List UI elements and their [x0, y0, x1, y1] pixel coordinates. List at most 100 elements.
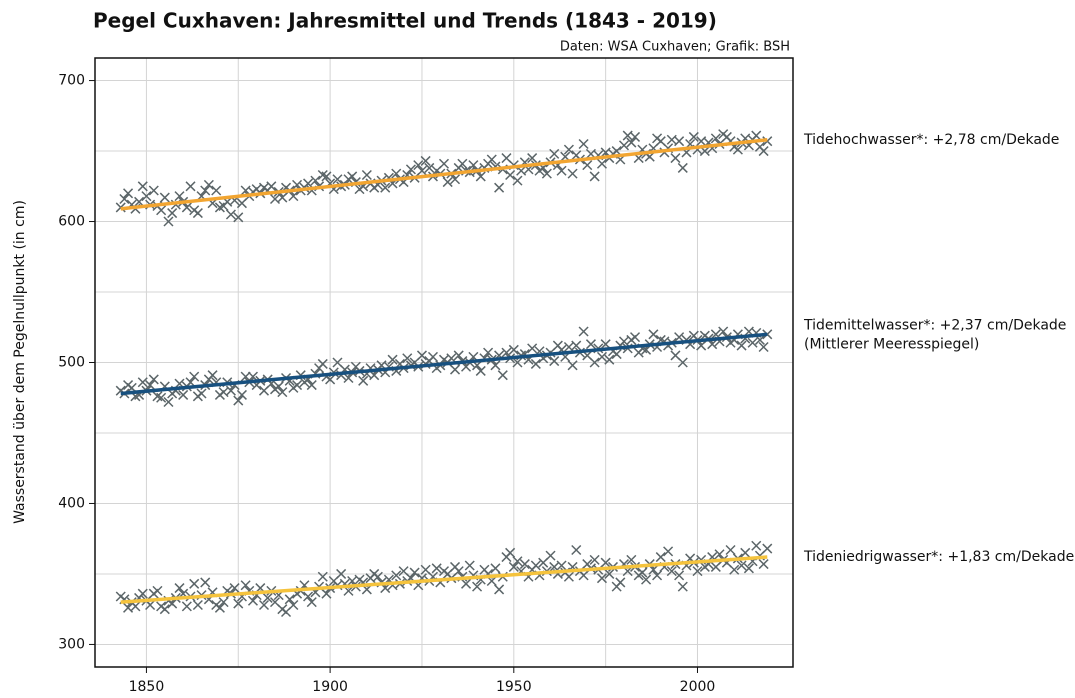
marker-stroke: [604, 568, 615, 579]
data-point: [233, 598, 244, 609]
data-point: [762, 543, 773, 554]
marker-stroke: [475, 171, 486, 182]
marker-stroke: [512, 175, 523, 186]
marker-stroke: [192, 599, 203, 611]
data-point: [310, 175, 321, 186]
data-point: [159, 604, 170, 615]
data-point: [512, 357, 523, 368]
marker-stroke: [578, 138, 589, 150]
data-point: [670, 153, 681, 164]
data-point: [148, 374, 159, 385]
data-point: [596, 351, 607, 362]
data-point: [181, 601, 192, 612]
marker-stroke: [141, 191, 152, 202]
marker-stroke: [453, 566, 464, 577]
marker-stroke: [571, 544, 582, 556]
marker-stroke: [725, 544, 736, 556]
data-point: [405, 164, 416, 175]
data-point: [718, 326, 729, 337]
data-point: [225, 209, 236, 220]
marker-stroke: [556, 165, 567, 176]
data-point: [137, 377, 148, 388]
marker-stroke: [269, 597, 281, 608]
marker-stroke: [655, 136, 666, 147]
data-point: [303, 178, 314, 189]
marker-stroke: [615, 577, 626, 588]
data-point: [641, 574, 652, 585]
marker-stroke: [732, 144, 743, 155]
marker-stroke: [740, 547, 751, 558]
data-point: [409, 567, 420, 578]
marker-stroke: [648, 329, 659, 340]
data-point: [600, 557, 611, 568]
marker-stroke: [652, 570, 663, 581]
marker-stroke: [145, 599, 156, 611]
marker-stroke: [497, 370, 508, 381]
data-point: [630, 332, 641, 343]
series-label: Tidehochwasser*: +2,78 cm/Dekade: [803, 132, 1059, 148]
marker-stroke: [303, 178, 314, 189]
data-point: [130, 601, 141, 612]
marker-stroke: [641, 574, 652, 585]
marker-stroke: [560, 151, 571, 162]
data-point: [611, 349, 622, 360]
marker-stroke: [758, 146, 769, 157]
marker-stroke: [747, 337, 758, 348]
marker-stroke: [688, 131, 699, 142]
marker-stroke: [736, 560, 747, 571]
data-point: [424, 162, 435, 173]
data-point: [563, 144, 574, 155]
data-point: [416, 350, 427, 361]
marker-stroke: [582, 350, 593, 361]
marker-stroke: [596, 573, 607, 584]
marker-stroke: [512, 556, 523, 567]
marker-stroke: [196, 388, 207, 399]
marker-stroke: [663, 546, 674, 557]
x-tick-label: 2000: [680, 679, 716, 695]
marker-stroke: [332, 174, 343, 185]
marker-stroke: [427, 351, 439, 362]
marker-stroke: [457, 158, 468, 169]
data-point: [167, 208, 178, 219]
data-point: [288, 599, 299, 611]
marker-stroke: [185, 181, 196, 192]
y-tick-label: 500: [58, 355, 85, 371]
marker-stroke: [449, 364, 461, 375]
marker-stroke: [273, 381, 284, 392]
trend-line: [120, 332, 768, 396]
marker-stroke: [446, 353, 457, 364]
marker-stroke: [472, 581, 483, 592]
marker-stroke: [714, 549, 725, 560]
data-point: [361, 169, 372, 181]
data-point: [571, 544, 582, 556]
marker-stroke: [710, 133, 721, 144]
marker-stroke: [589, 357, 600, 368]
marker-stroke: [718, 326, 729, 337]
data-point: [321, 171, 332, 182]
data-point: [571, 340, 582, 351]
marker-stroke: [159, 604, 170, 615]
data-point: [725, 544, 736, 556]
data-point: [413, 160, 424, 171]
data-point: [317, 358, 328, 369]
marker-stroke: [674, 136, 685, 147]
marker-stroke: [303, 591, 314, 602]
data-point: [468, 160, 479, 171]
marker-stroke: [189, 371, 200, 382]
marker-stroke: [137, 181, 148, 192]
series-label: Tidemittelwasser*: +2,37 cm/Dekade: [803, 317, 1066, 333]
marker-stroke: [626, 137, 637, 148]
data-point: [714, 549, 725, 560]
marker-stroke: [758, 341, 769, 353]
data-point: [358, 375, 369, 386]
data-point: [240, 580, 251, 591]
data-point: [677, 357, 688, 368]
marker-stroke: [501, 347, 512, 358]
marker-stroke: [758, 559, 769, 570]
marker-stroke: [218, 597, 229, 608]
data-point: [200, 185, 211, 196]
marker-stroke: [670, 153, 681, 164]
marker-stroke: [567, 360, 578, 371]
marker-stroke: [391, 168, 402, 179]
marker-stroke: [729, 564, 740, 575]
